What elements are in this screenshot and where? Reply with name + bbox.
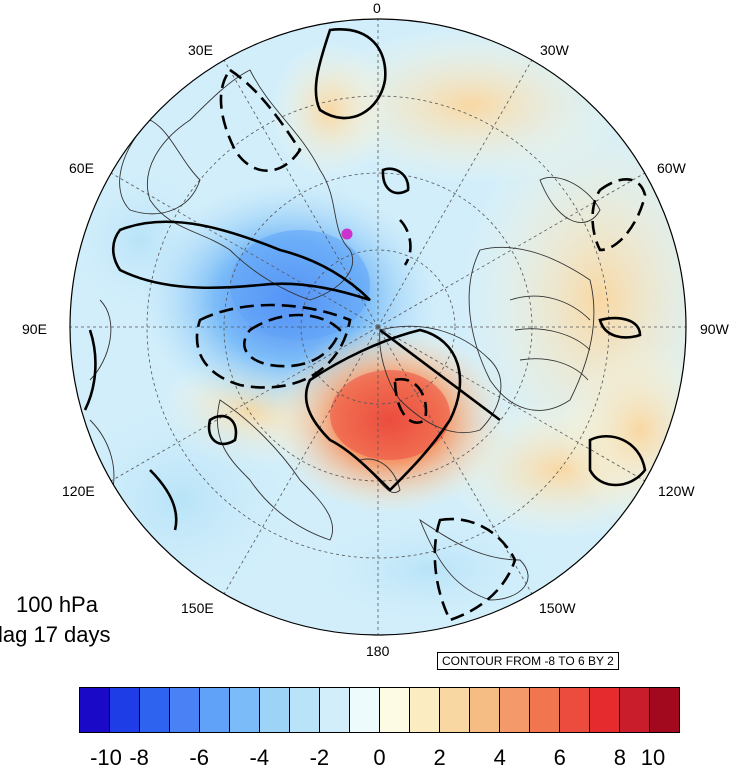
lon-label-30e: 30E xyxy=(188,42,213,58)
negative-contours xyxy=(195,68,647,622)
colorbar-cell xyxy=(500,688,530,732)
colorbar-tick-label: 4 xyxy=(493,745,506,770)
polar-map xyxy=(69,18,687,636)
colorbar-cell xyxy=(260,688,290,732)
colorbar-cell xyxy=(200,688,230,732)
lon-label-90w: 90W xyxy=(700,321,729,337)
colorbar-tick-label: -6 xyxy=(189,745,209,770)
level-label: 100 hPa xyxy=(16,592,98,617)
colorbar-cell xyxy=(320,688,350,732)
lon-label-30w: 30W xyxy=(540,42,569,58)
colorbar-cell xyxy=(290,688,320,732)
colorbar-cell xyxy=(170,688,200,732)
colorbar-cell xyxy=(620,688,650,732)
lon-label-60w: 60W xyxy=(657,160,686,176)
colorbar-cell xyxy=(230,688,260,732)
colorbar xyxy=(79,687,680,733)
positive-contours xyxy=(83,28,647,531)
map-boundary xyxy=(69,18,687,636)
lon-label-0: 0 xyxy=(373,0,381,16)
colorbar-cell xyxy=(650,688,679,732)
colorbar-cell xyxy=(140,688,170,732)
colorbar-cell xyxy=(80,688,110,732)
colorbar-tick-label: 2 xyxy=(433,745,446,770)
colorbar-tick-label: 10 xyxy=(640,745,666,770)
lon-label-180: 180 xyxy=(366,643,390,659)
colorbar-tick-label: -2 xyxy=(309,745,330,770)
lon-label-120e: 120E xyxy=(62,483,95,499)
shaded-field xyxy=(70,19,686,635)
colorbar-tick-label: -10 xyxy=(90,745,122,770)
colorbar-cell xyxy=(590,688,620,732)
lon-label-150e: 150E xyxy=(181,600,214,616)
lon-label-150w: 150W xyxy=(539,600,576,616)
location-marker xyxy=(341,228,353,240)
colorbar-tick-label: -8 xyxy=(129,745,149,770)
colorbar-cell xyxy=(530,688,560,732)
colorbar-cell xyxy=(440,688,470,732)
lag-label: lag 17 days xyxy=(0,622,111,647)
lon-label-120w: 120W xyxy=(658,483,695,499)
colorbar-cell xyxy=(470,688,500,732)
colorbar-cell xyxy=(560,688,590,732)
graticule xyxy=(70,19,686,635)
lon-label-60e: 60E xyxy=(69,160,94,176)
colorbar-tick-label: 6 xyxy=(553,745,566,770)
colorbar-cell xyxy=(350,688,380,732)
colorbar-cell xyxy=(110,688,140,732)
colorbar-cell xyxy=(410,688,440,732)
coastlines xyxy=(89,69,601,601)
contour-info-box: CONTOUR FROM -8 TO 6 BY 2 xyxy=(437,652,619,670)
colorbar-tick-label: -4 xyxy=(249,745,270,770)
colorbar-cell xyxy=(380,688,410,732)
colorbar-tick-label: 8 xyxy=(613,745,627,770)
colorbar-tick-label: 0 xyxy=(373,745,386,770)
lon-label-90e: 90E xyxy=(22,321,47,337)
